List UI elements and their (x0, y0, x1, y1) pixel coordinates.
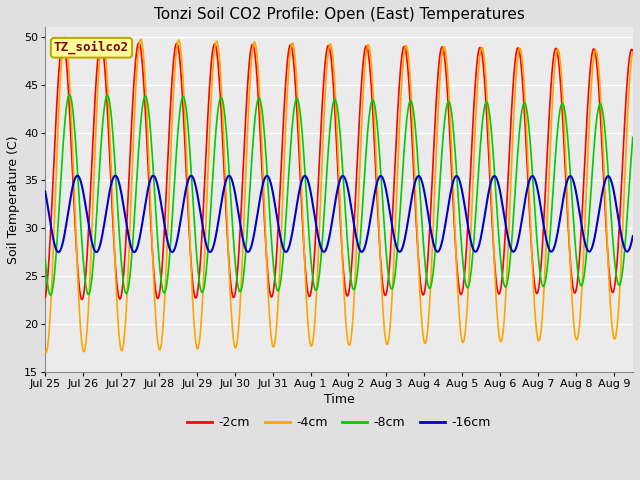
Y-axis label: Soil Temperature (C): Soil Temperature (C) (7, 135, 20, 264)
Text: TZ_soilco2: TZ_soilco2 (54, 41, 129, 54)
Title: Tonzi Soil CO2 Profile: Open (East) Temperatures: Tonzi Soil CO2 Profile: Open (East) Temp… (154, 7, 524, 22)
Legend: -2cm, -4cm, -8cm, -16cm: -2cm, -4cm, -8cm, -16cm (182, 411, 496, 434)
X-axis label: Time: Time (324, 393, 355, 406)
